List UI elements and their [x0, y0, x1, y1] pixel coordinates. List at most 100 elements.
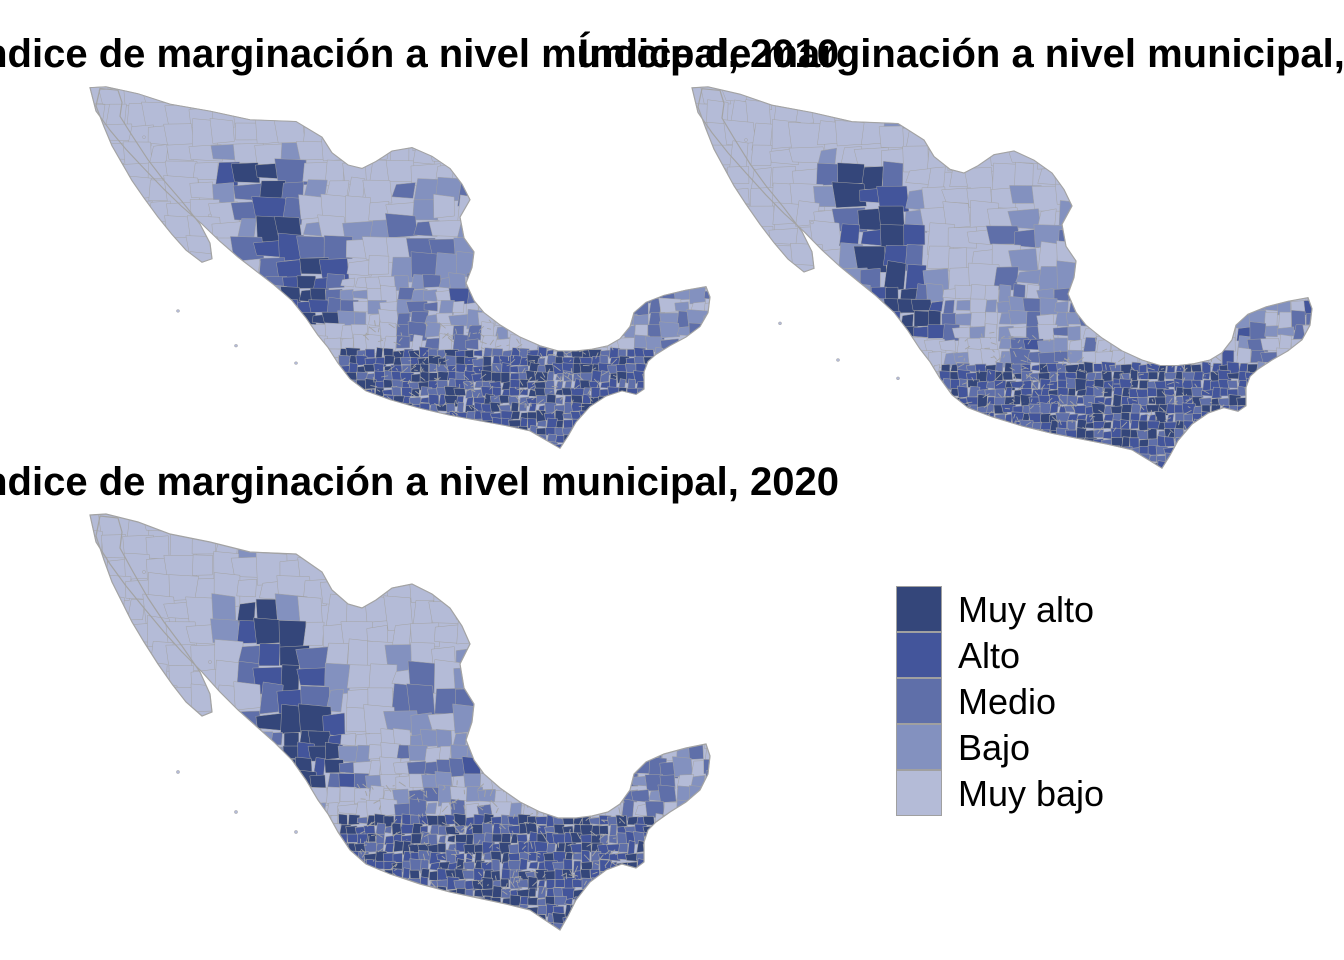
- municipality-shape: [610, 143, 634, 164]
- municipality-shape: [565, 104, 586, 122]
- municipality-shape: [699, 813, 709, 825]
- municipality-shape: [186, 840, 198, 854]
- municipality-shape: [940, 397, 951, 407]
- municipality-shape: [346, 86, 376, 106]
- municipality-shape: [90, 411, 91, 420]
- municipality-shape: [210, 859, 225, 870]
- municipality-shape: [429, 897, 440, 908]
- municipality-shape: [527, 442, 540, 449]
- municipality-shape: [276, 388, 286, 398]
- municipality-shape: [1101, 105, 1122, 130]
- municipal-border: [1026, 393, 1032, 396]
- municipality-shape: [60, 420, 71, 428]
- municipal-border: [539, 376, 548, 383]
- municipality-shape: [113, 354, 124, 366]
- municipality-shape: [185, 861, 195, 873]
- municipality-shape: [70, 387, 80, 397]
- municipality-shape: [291, 877, 304, 890]
- municipality-shape: [158, 363, 170, 375]
- municipality-shape: [998, 338, 1012, 350]
- municipality-shape: [140, 396, 151, 406]
- municipality-shape: [1289, 370, 1304, 384]
- municipality-shape: [544, 825, 555, 834]
- municipality-shape: [518, 425, 528, 436]
- municipality-shape: [1295, 141, 1312, 166]
- municipality-shape: [115, 313, 130, 327]
- coastline: [691, 86, 1313, 469]
- municipality-shape: [126, 289, 148, 300]
- municipality-shape: [452, 703, 481, 734]
- municipality-shape: [860, 452, 869, 467]
- municipality-shape: [90, 403, 97, 413]
- municipality-shape: [228, 761, 244, 780]
- municipality-shape: [832, 396, 844, 405]
- municipality-shape: [285, 365, 294, 374]
- municipality-shape: [200, 755, 215, 780]
- municipality-shape: [697, 371, 708, 382]
- municipality-shape: [692, 248, 708, 273]
- municipality-shape: [868, 309, 891, 326]
- municipality-shape: [195, 365, 205, 374]
- municipality-shape: [608, 514, 632, 538]
- municipality-shape: [1301, 127, 1312, 150]
- municipality-shape: [1054, 311, 1071, 327]
- municipality-shape: [310, 894, 322, 910]
- municipality-shape: [176, 357, 187, 366]
- municipal-border: [577, 318, 580, 325]
- municipality-shape: [168, 365, 178, 375]
- municipality-shape: [478, 124, 508, 147]
- municipal-border: [1030, 398, 1033, 403]
- municipality-shape: [676, 535, 705, 561]
- municipality-shape: [192, 832, 206, 845]
- municipality-shape: [270, 732, 283, 746]
- municipality-shape: [97, 338, 119, 352]
- municipality-shape: [150, 834, 162, 846]
- municipality-shape: [528, 887, 537, 897]
- municipality-shape: [1256, 429, 1265, 438]
- municipality-shape: [805, 413, 816, 423]
- municipality-shape: [156, 852, 169, 861]
- municipality-shape: [850, 370, 860, 384]
- municipality-shape: [1190, 246, 1216, 266]
- municipality-shape: [1191, 386, 1204, 399]
- municipal-border: [518, 389, 524, 396]
- municipality-shape: [692, 437, 698, 447]
- municipality-shape: [211, 441, 226, 449]
- municipality-shape: [926, 245, 951, 269]
- municipality-shape: [105, 913, 116, 926]
- municipality-shape: [758, 321, 779, 339]
- municipality-shape: [940, 438, 953, 446]
- municipality-shape: [191, 514, 215, 540]
- municipality-shape: [681, 904, 693, 917]
- municipality-shape: [795, 421, 808, 430]
- mexico-map-2015: [691, 86, 1313, 469]
- municipality-shape: [740, 438, 755, 446]
- municipal-border: [1183, 367, 1188, 372]
- municipality-shape: [1319, 438, 1329, 445]
- municipality-shape: [96, 441, 107, 449]
- municipality-shape: [770, 388, 779, 397]
- municipality-shape: [228, 365, 243, 372]
- municipality-shape: [743, 364, 752, 372]
- municipality-shape: [293, 379, 304, 391]
- municipality-shape: [578, 744, 594, 762]
- municipality-shape: [744, 295, 760, 315]
- municipality-shape: [147, 906, 160, 917]
- municipality-shape: [267, 799, 288, 817]
- municipality-shape: [534, 300, 551, 314]
- municipality-shape: [1180, 298, 1195, 317]
- municipality-shape: [913, 454, 926, 465]
- municipality-shape: [849, 438, 862, 448]
- municipality-shape: [1263, 378, 1278, 391]
- municipality-shape: [941, 413, 950, 421]
- municipality-shape: [1319, 412, 1329, 424]
- municipal-border: [466, 388, 471, 392]
- municipality-shape: [246, 433, 262, 445]
- municipality-shape: [234, 86, 265, 106]
- municipality-shape: [696, 661, 710, 698]
- municipality-shape: [627, 887, 637, 900]
- municipality-shape: [445, 420, 459, 430]
- municipality-shape: [605, 119, 633, 148]
- municipality-shape: [479, 176, 498, 208]
- municipality-shape: [111, 747, 135, 759]
